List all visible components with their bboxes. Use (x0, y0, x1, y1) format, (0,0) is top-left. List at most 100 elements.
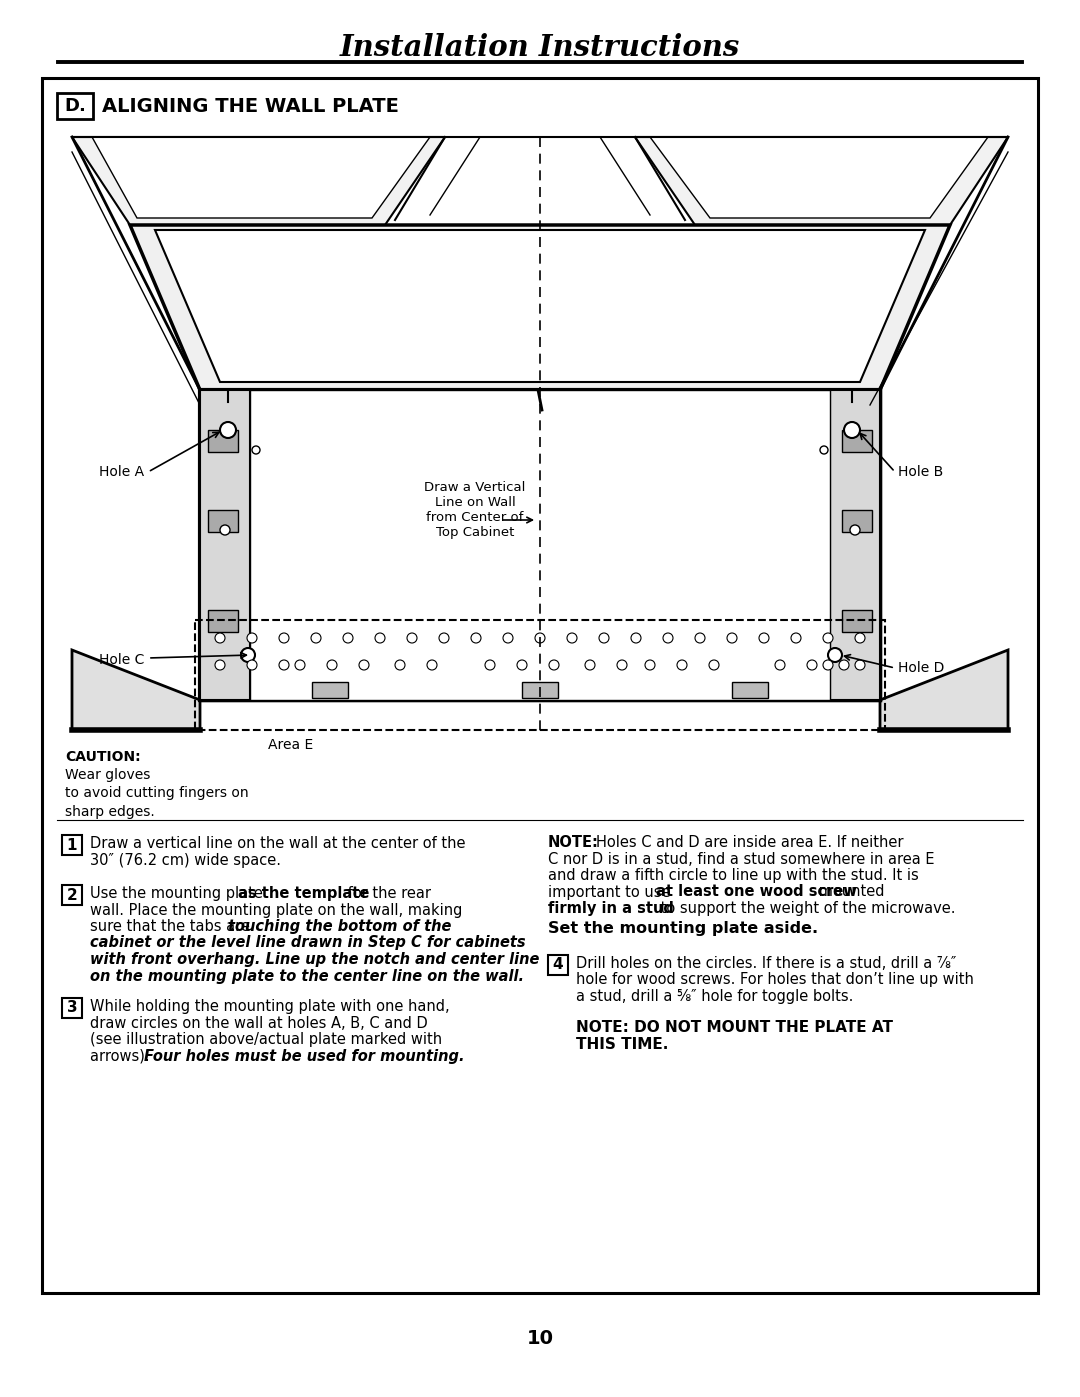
Text: 30″ (76.2 cm) wide space.: 30″ (76.2 cm) wide space. (90, 852, 281, 868)
Text: and draw a fifth circle to line up with the stud. It is: and draw a fifth circle to line up with … (548, 868, 919, 883)
Bar (842, 430, 872, 453)
Circle shape (696, 633, 705, 643)
Circle shape (247, 659, 257, 671)
Circle shape (631, 633, 642, 643)
Text: 10: 10 (527, 1329, 554, 1348)
Polygon shape (156, 231, 924, 381)
Circle shape (850, 525, 860, 535)
Text: draw circles on the wall at holes A, B, C and D: draw circles on the wall at holes A, B, … (90, 1016, 428, 1031)
Text: sure that the tabs are: sure that the tabs are (90, 919, 255, 935)
Text: a stud, drill a ⅝″ hole for toggle bolts.: a stud, drill a ⅝″ hole for toggle bolts… (576, 989, 853, 1003)
Bar (62, 886, 82, 905)
Circle shape (708, 659, 719, 671)
Text: touching the bottom of the: touching the bottom of the (228, 919, 451, 935)
Text: Set the mounting plate aside.: Set the mounting plate aside. (548, 922, 819, 936)
Text: CAUTION:: CAUTION: (65, 750, 140, 764)
Circle shape (807, 659, 816, 671)
Circle shape (485, 659, 495, 671)
Circle shape (663, 633, 673, 643)
Text: Hole A: Hole A (99, 465, 144, 479)
Bar (200, 390, 880, 700)
Circle shape (823, 659, 833, 671)
Bar (195, 620, 885, 731)
Bar (57, 94, 93, 119)
Circle shape (828, 648, 842, 662)
Text: Holes C and D are inside area E. If neither: Holes C and D are inside area E. If neit… (596, 835, 904, 849)
Circle shape (220, 525, 230, 535)
Text: NOTE: DO NOT MOUNT THE PLATE AT: NOTE: DO NOT MOUNT THE PLATE AT (576, 1020, 893, 1035)
Text: D.: D. (64, 96, 86, 115)
Circle shape (471, 633, 481, 643)
Bar (732, 682, 768, 698)
Circle shape (567, 633, 577, 643)
Circle shape (549, 659, 559, 671)
Text: 4: 4 (553, 957, 564, 972)
Bar (42, 78, 1038, 1294)
Circle shape (427, 659, 437, 671)
Polygon shape (72, 650, 200, 731)
Polygon shape (130, 225, 950, 390)
Text: Four holes must be used for mounting.: Four holes must be used for mounting. (144, 1049, 464, 1063)
Circle shape (727, 633, 737, 643)
Polygon shape (92, 137, 430, 218)
Text: Hole D: Hole D (897, 661, 944, 675)
Polygon shape (72, 137, 445, 225)
Text: NOTE:: NOTE: (548, 835, 599, 849)
Bar (522, 682, 558, 698)
Circle shape (247, 633, 257, 643)
Circle shape (279, 659, 289, 671)
Polygon shape (880, 650, 1008, 731)
Circle shape (585, 659, 595, 671)
Bar (312, 682, 348, 698)
Text: wall. Place the mounting plate on the wall, making: wall. Place the mounting plate on the wa… (90, 902, 462, 918)
Circle shape (395, 659, 405, 671)
Circle shape (677, 659, 687, 671)
Text: for the rear: for the rear (343, 886, 431, 901)
Text: (see illustration above/actual plate marked with: (see illustration above/actual plate mar… (90, 1032, 442, 1046)
Text: Drill holes on the circles. If there is a stud, drill a ⅞″: Drill holes on the circles. If there is … (576, 956, 957, 971)
Text: ALIGNING THE WALL PLATE: ALIGNING THE WALL PLATE (102, 96, 399, 116)
Circle shape (503, 633, 513, 643)
Polygon shape (635, 137, 1008, 225)
Circle shape (820, 446, 828, 454)
Text: 1: 1 (67, 837, 78, 852)
Polygon shape (650, 137, 988, 218)
Circle shape (220, 422, 237, 439)
Circle shape (215, 659, 225, 671)
Circle shape (375, 633, 384, 643)
Bar (831, 390, 880, 700)
Circle shape (855, 633, 865, 643)
Text: firmly in a stud: firmly in a stud (548, 901, 674, 916)
Bar (548, 954, 568, 975)
Circle shape (311, 633, 321, 643)
Text: with front overhang. Line up the notch and center line: with front overhang. Line up the notch a… (90, 951, 539, 967)
Bar (842, 510, 872, 532)
Text: mounted: mounted (814, 884, 885, 900)
Bar (62, 835, 82, 855)
Text: While holding the mounting plate with one hand,: While holding the mounting plate with on… (90, 999, 449, 1014)
Circle shape (252, 446, 260, 454)
Circle shape (295, 659, 305, 671)
Text: to support the weight of the microwave.: to support the weight of the microwave. (656, 901, 956, 916)
Circle shape (241, 648, 255, 662)
Text: important to use: important to use (548, 884, 675, 900)
Circle shape (855, 659, 865, 671)
Bar (208, 510, 238, 532)
Text: Draw a Vertical
Line on Wall
from Center of
Top Cabinet: Draw a Vertical Line on Wall from Center… (424, 481, 526, 539)
Circle shape (535, 633, 545, 643)
Bar (200, 390, 249, 700)
Text: THIS TIME.: THIS TIME. (576, 1037, 669, 1052)
Circle shape (599, 633, 609, 643)
Text: cabinet or the level line drawn in Step C for cabinets: cabinet or the level line drawn in Step … (90, 936, 526, 950)
Text: Use the mounting plate: Use the mounting plate (90, 886, 268, 901)
Bar (842, 610, 872, 631)
Circle shape (438, 633, 449, 643)
Bar (62, 997, 82, 1018)
Circle shape (343, 633, 353, 643)
Circle shape (215, 633, 225, 643)
Text: Area E: Area E (268, 738, 313, 752)
Text: hole for wood screws. For holes that don’t line up with: hole for wood screws. For holes that don… (576, 972, 974, 988)
Circle shape (279, 633, 289, 643)
Circle shape (823, 633, 833, 643)
Circle shape (359, 659, 369, 671)
